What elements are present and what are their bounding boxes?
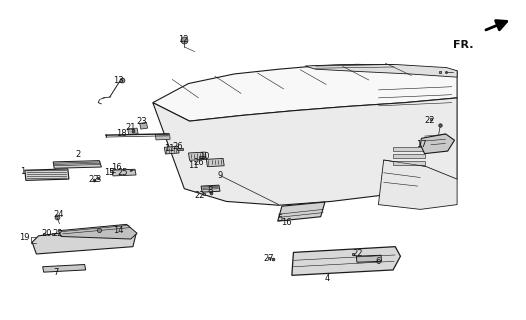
Text: 22: 22 xyxy=(424,116,435,125)
Polygon shape xyxy=(58,224,137,239)
Polygon shape xyxy=(305,64,457,77)
Text: 20: 20 xyxy=(42,229,52,238)
Text: 18: 18 xyxy=(116,129,127,138)
Bar xyxy=(393,147,424,151)
Polygon shape xyxy=(156,134,170,140)
Polygon shape xyxy=(206,158,224,167)
Text: 10: 10 xyxy=(199,152,209,161)
Text: 22: 22 xyxy=(352,250,363,259)
Text: 12: 12 xyxy=(178,35,188,44)
Polygon shape xyxy=(153,98,457,205)
Text: 21: 21 xyxy=(126,123,136,132)
Text: 3: 3 xyxy=(95,175,100,184)
Polygon shape xyxy=(43,265,86,272)
Text: 1: 1 xyxy=(20,167,25,176)
Text: 11: 11 xyxy=(188,161,199,170)
Text: 7: 7 xyxy=(53,268,58,277)
Text: 23: 23 xyxy=(136,117,147,126)
Text: 14: 14 xyxy=(114,226,124,235)
Text: 8: 8 xyxy=(208,186,213,195)
Bar xyxy=(177,148,183,150)
Polygon shape xyxy=(140,123,148,129)
Bar xyxy=(393,161,424,165)
Polygon shape xyxy=(128,128,138,134)
Text: 22: 22 xyxy=(195,190,205,200)
Text: 24: 24 xyxy=(53,210,64,219)
Text: 26: 26 xyxy=(194,158,204,167)
Polygon shape xyxy=(188,152,206,160)
Polygon shape xyxy=(53,161,102,168)
Polygon shape xyxy=(420,134,454,154)
Text: 5: 5 xyxy=(278,214,283,223)
Polygon shape xyxy=(357,255,381,262)
Text: 16: 16 xyxy=(111,163,122,172)
Text: 22: 22 xyxy=(89,175,99,184)
Polygon shape xyxy=(25,169,69,180)
Bar xyxy=(393,154,424,158)
Text: 19: 19 xyxy=(19,233,30,242)
Polygon shape xyxy=(292,247,400,275)
Polygon shape xyxy=(32,225,136,254)
Text: 27: 27 xyxy=(263,254,274,263)
Polygon shape xyxy=(378,160,457,209)
Text: 4: 4 xyxy=(325,274,330,283)
Polygon shape xyxy=(153,64,457,121)
Bar xyxy=(199,156,204,158)
Text: 9: 9 xyxy=(217,172,222,180)
Polygon shape xyxy=(278,202,325,221)
Polygon shape xyxy=(164,146,179,154)
Text: 16: 16 xyxy=(281,218,291,227)
Text: 26: 26 xyxy=(173,142,184,151)
Text: 6: 6 xyxy=(376,257,381,266)
Text: 17: 17 xyxy=(416,140,427,149)
Text: 11: 11 xyxy=(164,144,175,153)
Text: 15: 15 xyxy=(105,168,115,177)
Text: 13: 13 xyxy=(114,76,124,85)
Text: FR.: FR. xyxy=(453,40,473,50)
Text: 25: 25 xyxy=(117,168,128,177)
Text: 2: 2 xyxy=(76,150,81,159)
Text: 22: 22 xyxy=(52,229,63,238)
Polygon shape xyxy=(112,169,136,176)
Polygon shape xyxy=(201,185,220,192)
